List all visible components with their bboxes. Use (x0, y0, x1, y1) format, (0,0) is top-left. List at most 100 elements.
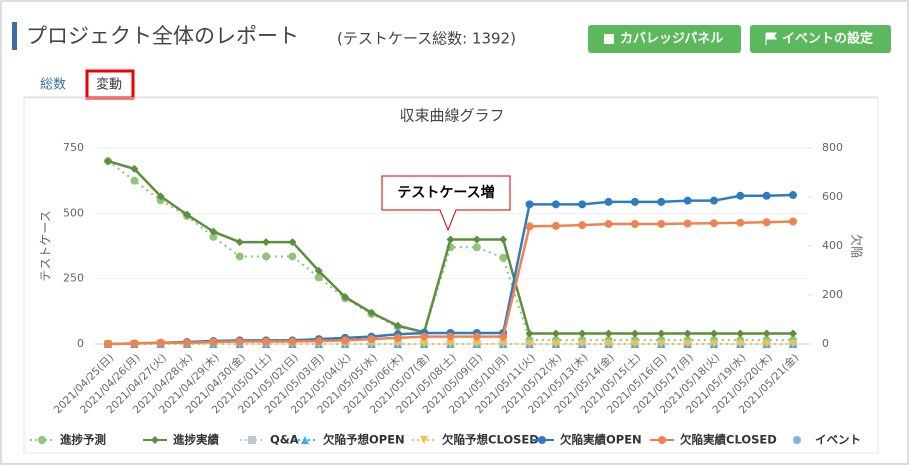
marker (578, 329, 587, 338)
legend-item[interactable]: 進捗予測 (30, 433, 106, 447)
marker (420, 340, 429, 348)
marker (683, 340, 692, 348)
marker (657, 219, 666, 228)
marker (657, 329, 666, 338)
page-subtitle: (テストケース総数: 1392) (337, 30, 516, 48)
marker (499, 235, 508, 244)
marker (288, 238, 297, 247)
marker (551, 340, 560, 348)
marker (630, 340, 639, 348)
marker (393, 340, 402, 348)
marker (736, 340, 745, 348)
marker (262, 252, 271, 261)
title-bar (12, 22, 17, 50)
marker (683, 196, 692, 205)
event-button[interactable]: イベントの設定 (750, 25, 891, 53)
marker (762, 329, 771, 338)
callout: テストケース増 (381, 175, 511, 232)
legend-item[interactable]: 欠陥実績OPEN (530, 433, 642, 447)
legend-label: 欠陥予想CLOSED (442, 433, 539, 447)
marker (130, 339, 139, 348)
legend-label: 欠陥実績CLOSED (680, 433, 777, 447)
y2-tick-label: 0 (822, 337, 829, 350)
marker (762, 191, 771, 200)
marker (420, 332, 429, 341)
marker (793, 436, 801, 444)
marker (209, 232, 218, 241)
legend-item[interactable]: 欠陥予想CLOSED (412, 433, 539, 447)
y-tick-label: 750 (63, 141, 84, 154)
marker (499, 340, 508, 348)
tab[interactable]: 総数 (40, 78, 66, 93)
marker (709, 196, 718, 205)
marker (630, 329, 639, 338)
coverage-button[interactable]: カバレッジパネル (588, 25, 741, 53)
marker (209, 338, 218, 347)
marker (657, 197, 666, 206)
marker (789, 329, 797, 338)
marker (657, 340, 666, 348)
y2-tick-label: 200 (822, 288, 843, 301)
marker (446, 340, 455, 348)
marker (525, 329, 534, 338)
marker (341, 292, 350, 301)
marker (499, 253, 508, 262)
annotation: テストケース増 (397, 184, 494, 201)
marker (393, 333, 402, 342)
legend-item[interactable]: 欠陥予想OPEN (293, 433, 405, 447)
marker (262, 238, 271, 247)
legend-label: イベント (815, 433, 861, 447)
marker (393, 321, 402, 330)
marker (104, 157, 112, 166)
marker (789, 217, 797, 226)
marker (789, 340, 797, 348)
marker (604, 329, 613, 338)
marker (235, 238, 244, 247)
marker (341, 336, 350, 345)
marker (151, 436, 159, 444)
marker (604, 219, 613, 228)
chart-title: 収束曲線グラフ (399, 107, 504, 125)
legend-item[interactable]: イベント (785, 433, 861, 447)
marker (736, 218, 745, 227)
plot: 025050075002004006008002021/04/25(日)2021… (30, 141, 861, 447)
marker (525, 222, 534, 231)
marker (446, 235, 455, 244)
page-title: プロジェクト全体のレポート (26, 24, 299, 48)
marker (104, 340, 112, 348)
tab[interactable]: 変動 (96, 77, 122, 93)
marker (472, 235, 481, 244)
marker (367, 335, 376, 344)
legend-label: Q&A (270, 433, 299, 447)
marker (248, 436, 256, 444)
marker (762, 218, 771, 227)
marker (538, 436, 546, 444)
marker (709, 340, 718, 348)
marker (367, 308, 376, 317)
legend-item[interactable]: 進捗実績 (143, 433, 219, 447)
marker (183, 210, 192, 219)
marker (551, 221, 560, 230)
marker (551, 200, 560, 209)
marker (683, 219, 692, 228)
marker (762, 340, 771, 348)
marker (130, 176, 139, 185)
marker (183, 338, 192, 347)
marker (301, 436, 309, 444)
legend-item[interactable]: 欠陥実績CLOSED (650, 433, 777, 447)
y2-tick-label: 400 (822, 239, 843, 252)
marker (472, 332, 481, 341)
legend-item[interactable]: Q&A (240, 433, 299, 447)
y2-axis-label: 欠陥 (850, 234, 865, 258)
marker (262, 337, 271, 346)
y2-tick-label: 800 (822, 141, 843, 154)
y-tick-label: 500 (63, 206, 84, 219)
marker (604, 197, 613, 206)
y-axis-label: テストケース (39, 210, 53, 281)
marker (38, 436, 46, 444)
legend-label: 欠陥実績OPEN (560, 433, 642, 447)
marker (446, 332, 455, 341)
